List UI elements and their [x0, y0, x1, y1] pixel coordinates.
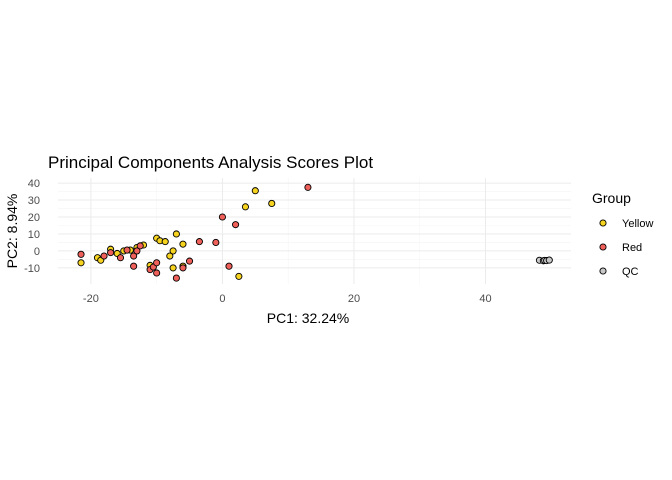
- data-point: [169, 264, 177, 272]
- data-point: [179, 240, 187, 248]
- data-point: [166, 252, 174, 260]
- plot-grid: [58, 178, 571, 284]
- data-point: [225, 262, 233, 270]
- x-tick-label: 0: [219, 293, 225, 305]
- legend-key-yellow: [599, 219, 607, 227]
- data-point: [179, 264, 187, 272]
- data-point: [241, 203, 249, 211]
- legend-label-red: Red: [622, 242, 642, 254]
- data-point: [153, 259, 161, 267]
- legend-label-qc: QC: [622, 266, 639, 278]
- data-point: [172, 274, 180, 282]
- data-point: [100, 252, 108, 260]
- data-point: [172, 230, 180, 238]
- y-axis-title: PC2: 8.94%: [4, 194, 20, 269]
- data-point: [235, 272, 243, 280]
- legend: Group Yellow Red QC: [592, 190, 653, 278]
- data-point: [545, 256, 553, 264]
- y-axis-ticks: -10 0 10 20 30 40: [24, 178, 40, 275]
- data-point: [77, 259, 85, 267]
- data-point: [116, 254, 125, 262]
- y-tick-label: -10: [24, 263, 40, 275]
- data-point: [133, 247, 141, 255]
- data-point: [195, 238, 203, 246]
- series-qc: [535, 256, 553, 265]
- legend-key-qc: [599, 267, 607, 275]
- data-point: [130, 262, 138, 270]
- data-points: [77, 183, 553, 282]
- data-point: [136, 242, 144, 250]
- data-point: [153, 269, 161, 277]
- data-point: [232, 221, 240, 229]
- data-point: [218, 213, 226, 221]
- data-point: [212, 238, 220, 246]
- y-tick-label: 20: [28, 212, 40, 224]
- x-axis-ticks: -20 0 20 40: [83, 293, 492, 305]
- chart-title: Principal Components Analysis Scores Plo…: [48, 153, 373, 172]
- x-axis-title: PC1: 32.24%: [267, 310, 350, 326]
- y-tick-label: 30: [28, 195, 40, 207]
- data-point: [304, 183, 312, 191]
- legend-label-yellow: Yellow: [622, 218, 653, 230]
- x-tick-label: 20: [348, 293, 360, 305]
- y-tick-label: 10: [28, 229, 40, 241]
- data-point: [123, 246, 131, 254]
- data-point: [130, 252, 138, 260]
- y-tick-label: 0: [34, 246, 40, 258]
- data-point: [161, 238, 169, 246]
- data-point: [268, 199, 276, 207]
- data-point: [185, 257, 194, 265]
- x-tick-label: -20: [83, 293, 99, 305]
- data-point: [169, 247, 177, 255]
- x-tick-label: 40: [479, 293, 491, 305]
- series-red: [77, 183, 312, 282]
- data-point: [107, 249, 115, 257]
- y-tick-label: 40: [28, 178, 40, 190]
- data-point: [251, 187, 259, 195]
- data-point: [77, 250, 85, 258]
- legend-title: Group: [592, 190, 631, 206]
- legend-key-red: [599, 243, 607, 251]
